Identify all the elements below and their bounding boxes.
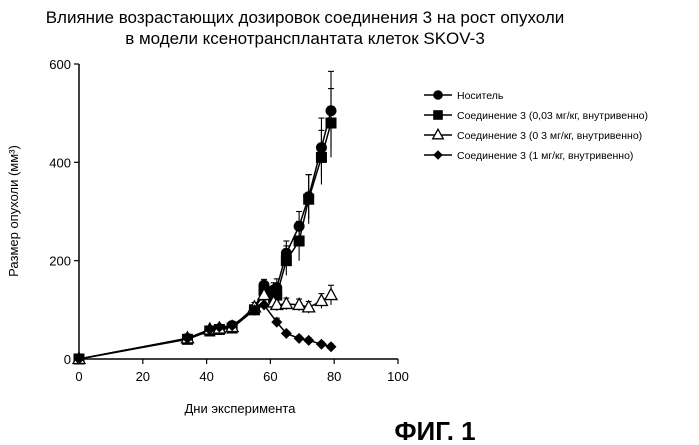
series-1 <box>73 70 337 365</box>
y-axis-label: Размер опухоли (мм³) <box>6 145 21 277</box>
data-point <box>301 299 316 313</box>
series-4 <box>73 299 337 365</box>
x-tick-label: 20 <box>136 369 150 384</box>
data-point <box>279 296 294 310</box>
legend-label: Соединение 3 (1 мг/кг, внутривенно) <box>457 150 633 162</box>
data-point <box>248 304 260 316</box>
series-line <box>78 110 332 360</box>
legend-label: Соединение 3 (0 3 мг/кг, внутривенно) <box>457 130 642 142</box>
x-tick-label: 100 <box>387 369 409 384</box>
data-point <box>293 235 305 247</box>
data-point <box>181 332 193 344</box>
chart-title-line2: в модели ксенотрансплантата клеток SKOV-… <box>125 29 485 48</box>
legend-entry-1: Носитель <box>424 90 504 102</box>
data-point <box>315 151 327 163</box>
legend: Носитель Соединение 3 (0,03 мг/кг, внутри… <box>424 90 648 162</box>
x-tick-label: 60 <box>263 369 277 384</box>
legend-entry-3: Соединение 3 (0 3 мг/кг, внутривенно) <box>424 127 642 142</box>
series-3 <box>71 284 339 365</box>
data-point <box>315 338 327 350</box>
axes: 0 20 40 60 80 100 0 200 400 600 <box>49 57 409 384</box>
legend-label: Соединение 3 (0,03 мг/кг, внутривенно) <box>457 110 648 122</box>
x-axis-label: Дни эксперимента <box>185 401 297 416</box>
legend-label: Носитель <box>457 90 504 102</box>
data-point <box>323 287 339 301</box>
data-point <box>226 320 238 332</box>
chart-title-line1: Влияние возрастающих дозировок соединени… <box>46 8 565 27</box>
data-point <box>269 297 284 311</box>
x-tick-label: 0 <box>75 369 82 384</box>
data-point <box>292 297 307 311</box>
data-point <box>293 332 305 344</box>
x-tick-label: 40 <box>199 369 213 384</box>
series-line <box>78 303 332 360</box>
legend-marker <box>433 150 443 160</box>
series-layer <box>71 70 339 365</box>
data-point <box>325 117 337 129</box>
legend-marker <box>433 90 443 100</box>
data-point <box>280 255 292 267</box>
series-line <box>78 122 332 360</box>
figure-label: ФИГ. 1 <box>394 416 475 445</box>
y-tick-label: 200 <box>49 254 71 269</box>
data-point <box>325 341 337 353</box>
data-point <box>271 289 283 301</box>
data-point <box>303 334 315 346</box>
y-tick-label: 0 <box>64 352 71 367</box>
data-point <box>303 193 315 205</box>
legend-entry-4: Соединение 3 (1 мг/кг, внутривенно) <box>424 150 633 162</box>
data-point <box>258 299 270 311</box>
x-tick-label: 80 <box>327 369 341 384</box>
y-tick-label: 400 <box>49 155 71 170</box>
legend-entry-2: Соединение 3 (0,03 мг/кг, внутривенно) <box>424 110 648 122</box>
legend-marker <box>433 110 443 120</box>
legend-marker <box>431 127 445 140</box>
data-point <box>213 321 225 333</box>
y-tick-label: 600 <box>49 57 71 72</box>
data-point <box>271 316 283 328</box>
data-point <box>204 324 216 335</box>
data-point <box>73 353 85 365</box>
data-point <box>280 327 292 339</box>
